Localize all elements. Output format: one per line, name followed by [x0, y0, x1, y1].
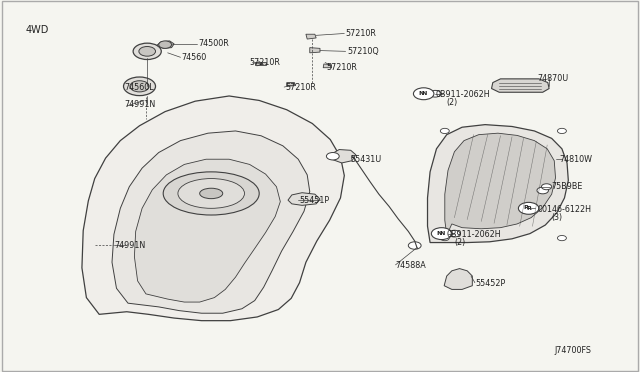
Circle shape: [431, 228, 452, 240]
Text: N: N: [439, 231, 444, 236]
Text: R: R: [526, 206, 531, 211]
Ellipse shape: [163, 172, 259, 215]
Ellipse shape: [178, 179, 244, 208]
Text: 57210R: 57210R: [285, 83, 316, 92]
Text: 57210R: 57210R: [346, 29, 376, 38]
Text: J74700FS: J74700FS: [554, 346, 591, 355]
Text: 74560L: 74560L: [125, 83, 154, 92]
Circle shape: [326, 153, 339, 160]
Text: 57210R: 57210R: [250, 58, 280, 67]
Text: 74991N: 74991N: [114, 241, 145, 250]
Circle shape: [449, 230, 460, 237]
Circle shape: [124, 77, 156, 96]
Text: 75B9BE: 75B9BE: [552, 182, 583, 191]
Text: 74560: 74560: [181, 53, 206, 62]
Circle shape: [557, 128, 566, 134]
Text: N: N: [421, 91, 426, 96]
Polygon shape: [82, 96, 344, 321]
Polygon shape: [112, 131, 310, 313]
Text: 55451P: 55451P: [300, 196, 330, 205]
Circle shape: [440, 235, 449, 241]
Polygon shape: [287, 83, 296, 86]
Polygon shape: [134, 159, 280, 302]
Circle shape: [537, 187, 548, 194]
Polygon shape: [492, 79, 549, 92]
Text: N: N: [419, 91, 424, 96]
Polygon shape: [445, 133, 556, 235]
Circle shape: [133, 43, 161, 60]
Text: 74991N: 74991N: [125, 100, 156, 109]
Circle shape: [541, 184, 552, 190]
Circle shape: [429, 90, 441, 97]
Polygon shape: [306, 34, 316, 39]
Polygon shape: [428, 125, 568, 243]
Circle shape: [518, 202, 539, 214]
Polygon shape: [255, 62, 266, 65]
Text: (2): (2): [447, 98, 458, 107]
Ellipse shape: [200, 188, 223, 199]
Polygon shape: [444, 269, 472, 289]
Text: 0B911-2062H: 0B911-2062H: [447, 230, 501, 239]
Polygon shape: [332, 150, 356, 163]
Text: (3): (3): [552, 213, 563, 222]
Text: 55452P: 55452P: [475, 279, 505, 288]
Circle shape: [413, 88, 434, 100]
Text: 74870U: 74870U: [538, 74, 569, 83]
Text: 00146-6122H: 00146-6122H: [538, 205, 591, 214]
Circle shape: [130, 81, 149, 92]
Polygon shape: [288, 193, 320, 205]
Text: 57210Q: 57210Q: [347, 47, 379, 56]
Text: 74500R: 74500R: [198, 39, 229, 48]
Circle shape: [408, 242, 421, 249]
Circle shape: [557, 235, 566, 241]
Text: N: N: [436, 231, 442, 236]
Text: 74810W: 74810W: [559, 155, 593, 164]
Text: 55431U: 55431U: [351, 155, 382, 164]
Text: 0B911-2062H: 0B911-2062H: [435, 90, 490, 99]
Circle shape: [159, 41, 172, 48]
Circle shape: [139, 46, 156, 56]
Circle shape: [440, 128, 449, 134]
Polygon shape: [323, 64, 332, 68]
Text: R: R: [524, 205, 529, 210]
Text: 4WD: 4WD: [26, 25, 49, 35]
Text: 74588A: 74588A: [396, 262, 426, 270]
Polygon shape: [157, 41, 174, 48]
Text: 57210R: 57210R: [326, 63, 357, 72]
Polygon shape: [310, 48, 320, 53]
Text: (2): (2): [454, 238, 466, 247]
